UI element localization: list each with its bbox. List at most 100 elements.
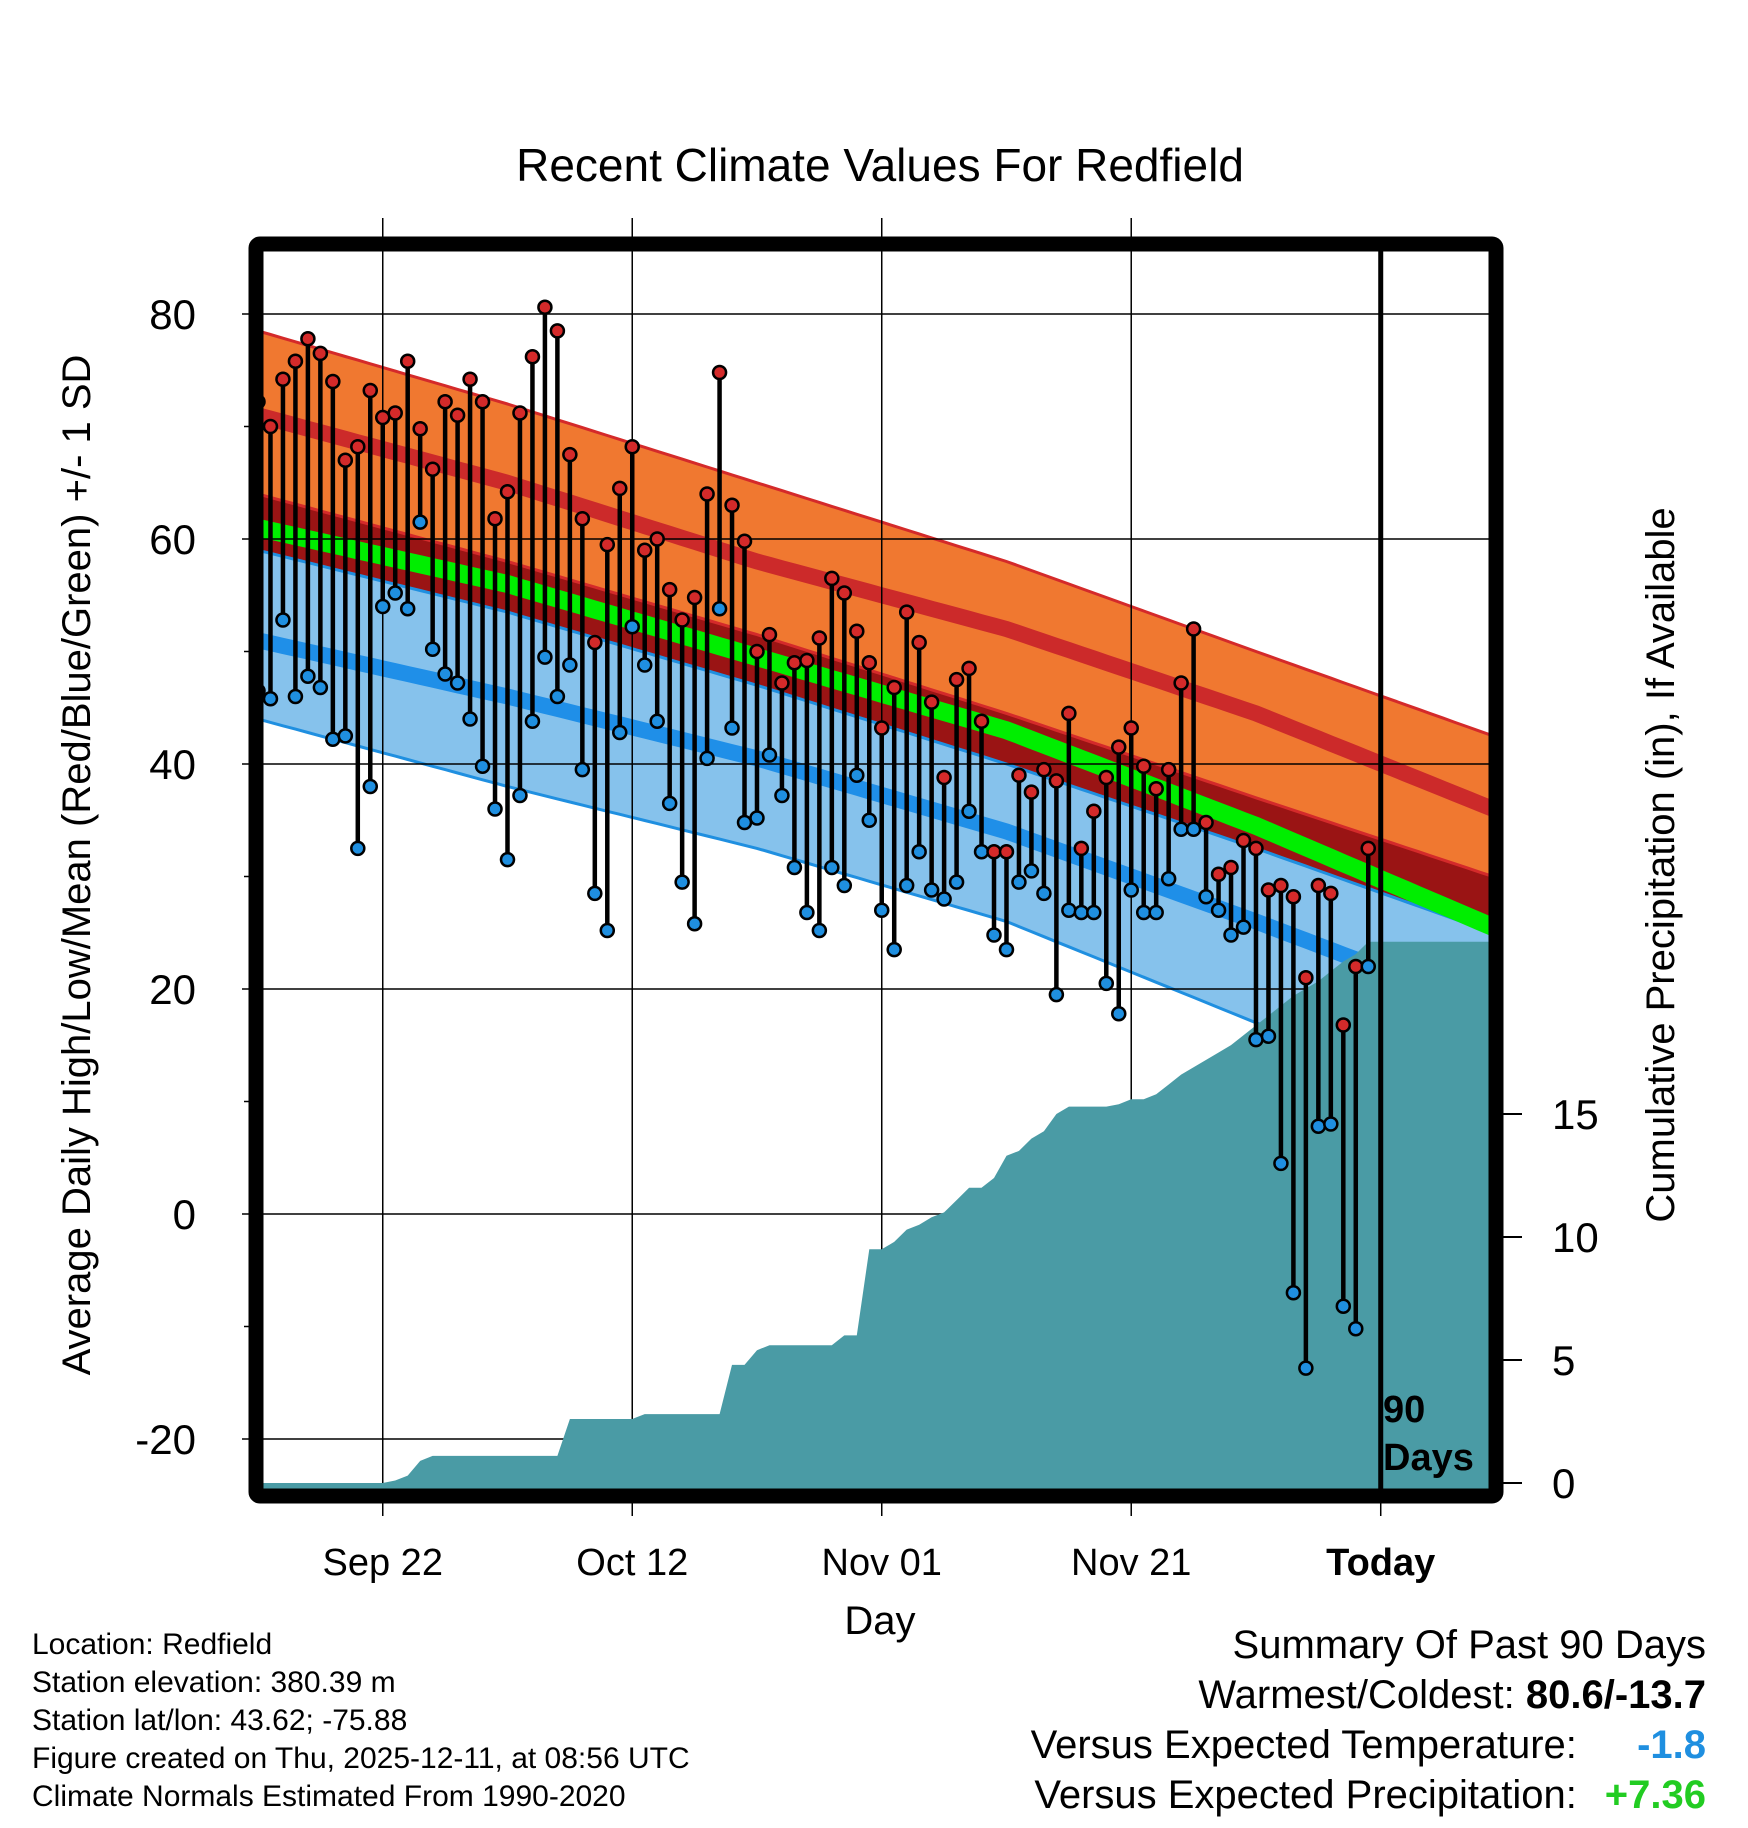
daily-low-point [873, 902, 890, 918]
daily-high-point [462, 371, 478, 387]
daily-low-point [1210, 902, 1227, 918]
daily-low-point [686, 916, 703, 932]
y2-axis-label: Cumulative Precipitation (in), If Availa… [1639, 507, 1683, 1222]
daily-high-point [936, 769, 952, 786]
x-tick-label: Sep 22 [323, 1542, 443, 1584]
daily-low-point [811, 922, 828, 939]
daily-low-point [961, 803, 977, 819]
daily-high-point [449, 407, 466, 423]
daily-low-point [824, 859, 840, 876]
normal-high-line [258, 407, 1493, 817]
today-days-number: 90 [1383, 1389, 1425, 1431]
daily-high-point [325, 373, 341, 390]
daily-high-point [487, 511, 503, 527]
daily-high-point [562, 446, 578, 463]
daily-high-point [1198, 814, 1214, 831]
daily-high-point [1073, 840, 1090, 857]
daily-low-point [574, 761, 591, 778]
daily-low-point [1023, 863, 1040, 879]
daily-low-point [312, 679, 329, 696]
daily-low-point [474, 758, 491, 774]
daily-high-point [474, 394, 491, 410]
daily-low-point [936, 891, 952, 907]
daily-high-point [923, 694, 940, 710]
daily-low-point [1235, 919, 1252, 935]
daily-high-point [512, 405, 528, 421]
today-label: 90 Days [1383, 1389, 1474, 1479]
daily-high-point [1048, 773, 1065, 789]
daily-low-point [711, 601, 728, 617]
daily-low-point [799, 904, 815, 921]
daily-low-point [424, 641, 441, 657]
daily-low-point [849, 767, 865, 783]
summary-panel: Summary Of Past 90 Days Warmest/Coldest:… [1031, 1620, 1706, 1820]
daily-high-point [973, 713, 990, 729]
daily-low-point [587, 885, 603, 902]
daily-low-point [287, 688, 304, 705]
daily-high-point [861, 655, 878, 671]
daily-low-point [911, 844, 927, 860]
daily-high-point [1185, 621, 1202, 637]
daily-low-point [998, 941, 1015, 958]
daily-low-point [1198, 889, 1214, 905]
daily-high-point [574, 511, 591, 527]
daily-low-point [861, 812, 878, 828]
daily-high-point [1086, 803, 1102, 819]
daily-high-point [736, 533, 753, 549]
daily-low-point [1335, 1298, 1352, 1314]
daily-low-point [300, 668, 316, 684]
daily-low-point [749, 810, 765, 826]
daily-high-point [886, 679, 902, 696]
daily-high-point [911, 634, 927, 651]
daily-low-point [1348, 1321, 1364, 1337]
daily-high-point [799, 652, 815, 669]
daily-data [258, 299, 1493, 1490]
daily-high-point [275, 371, 291, 387]
chart-title: Recent Climate Values For Redfield [516, 139, 1244, 191]
daily-low-point [1360, 958, 1377, 975]
daily-low-point [836, 877, 853, 894]
daily-high-point [337, 452, 354, 468]
daily-high-point [524, 349, 541, 365]
daily-high-point [412, 421, 428, 437]
today-days-word: Days [1383, 1437, 1474, 1479]
normals-period-text: Climate Normals Estimated From 1990-2020 [32, 1780, 626, 1813]
daily-high-point [849, 623, 865, 639]
daily-high-point [262, 418, 279, 435]
daily-low-point [612, 724, 628, 741]
daily-high-point [811, 630, 828, 646]
daily-high-point [1023, 784, 1040, 800]
daily-high-point [624, 439, 640, 455]
temp-row: Versus Expected Temperature: -1.8 [1031, 1720, 1706, 1770]
daily-high-point [549, 323, 566, 339]
daily-high-point [761, 626, 778, 643]
high-sd-band [258, 330, 1493, 877]
daily-low-point [462, 711, 478, 727]
y2-tick-label: 0 [1552, 1460, 1575, 1507]
y2-tick-label: 10 [1552, 1214, 1599, 1261]
daily-high-point [699, 486, 715, 502]
daily-low-point [262, 691, 279, 707]
elevation-text: Station elevation: 380.39 m [32, 1666, 396, 1699]
daily-high-point [774, 675, 790, 691]
daily-low-point [661, 795, 678, 812]
low-sd-upper-line [258, 548, 1493, 935]
daily-low-point [1011, 874, 1027, 890]
precip-row: Versus Expected Precipitation: +7.36 [1031, 1770, 1706, 1820]
daily-high-point [399, 353, 416, 369]
daily-low-point [636, 657, 653, 673]
daily-high-point [1135, 758, 1152, 774]
x-tick-label: Nov 21 [1071, 1542, 1191, 1584]
daily-low-point [537, 649, 553, 665]
warm-cold-row: Warmest/Coldest: 80.6/-13.7 [1031, 1670, 1706, 1720]
daily-high-point [1260, 882, 1277, 898]
daily-low-point [1248, 1031, 1264, 1048]
daily-high-point [1348, 958, 1364, 975]
high-sd-lower-line [258, 492, 1493, 878]
daily-low-point [1098, 975, 1115, 992]
daily-low-point [624, 619, 640, 635]
daily-high-point [898, 604, 915, 620]
daily-low-point [923, 882, 940, 898]
daily-low-point [599, 922, 616, 939]
y2-tick-label: 5 [1552, 1337, 1575, 1384]
